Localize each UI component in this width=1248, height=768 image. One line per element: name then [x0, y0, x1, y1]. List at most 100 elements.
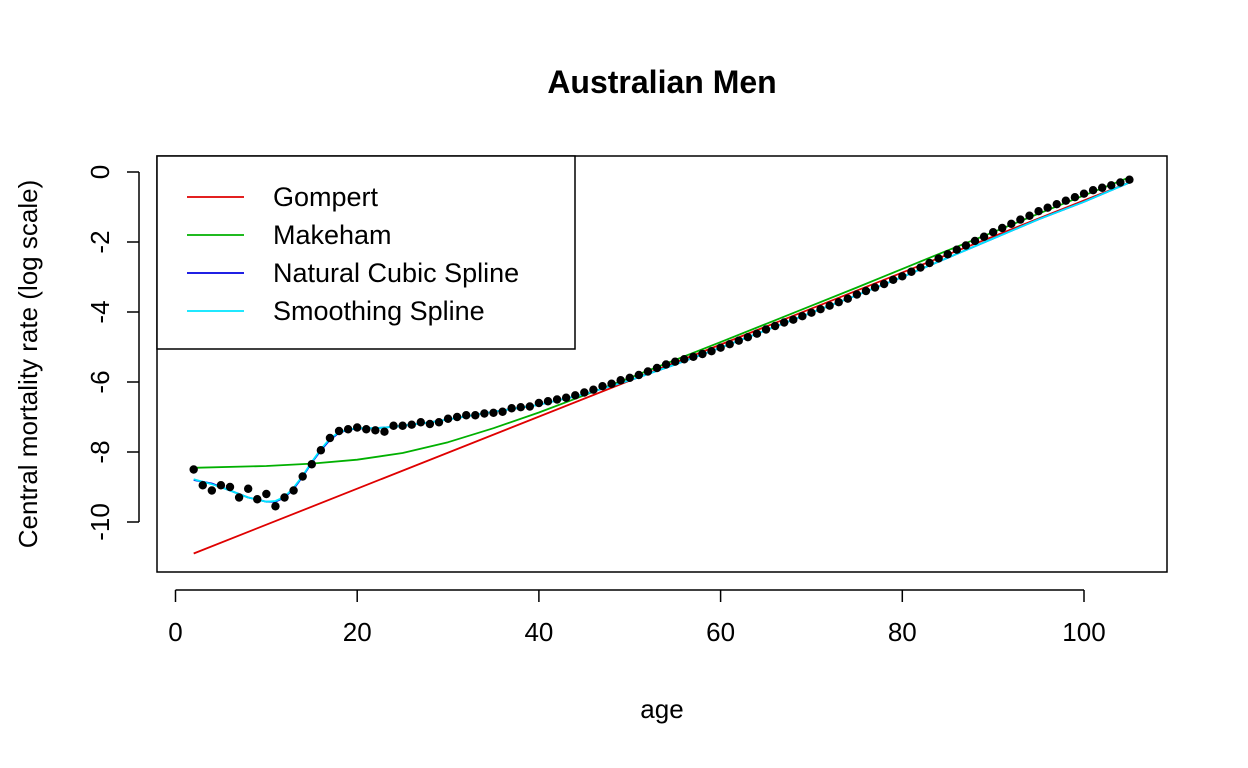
y-tick-label: -8 — [85, 440, 115, 463]
data-point — [734, 336, 743, 345]
observed-points — [189, 175, 1134, 511]
data-point — [879, 279, 889, 289]
data-point — [907, 267, 916, 276]
data-point — [198, 481, 207, 490]
data-point — [789, 315, 798, 324]
data-point — [353, 423, 362, 432]
data-point — [543, 397, 553, 406]
data-point — [207, 486, 217, 495]
data-point — [725, 340, 734, 349]
data-point — [1025, 211, 1034, 220]
legend-label: Gompert — [273, 182, 379, 212]
data-point — [362, 425, 371, 434]
data-point — [843, 294, 852, 303]
data-point — [216, 481, 226, 490]
y-tick-label: 0 — [85, 165, 115, 179]
data-point — [1016, 215, 1025, 224]
data-point — [680, 355, 689, 364]
data-point — [253, 495, 262, 504]
data-point — [1125, 175, 1134, 184]
data-point — [1043, 203, 1052, 212]
data-point — [934, 254, 943, 263]
data-point — [970, 236, 980, 246]
y-tick-label: -6 — [85, 370, 115, 393]
data-point — [698, 349, 707, 359]
legend: Gompert Makeham Natural Cubic Spline Smooth… — [156, 155, 576, 350]
data-point — [507, 404, 516, 413]
data-point — [761, 325, 771, 334]
data-point — [225, 482, 235, 492]
data-point — [743, 333, 753, 342]
y-tick-label: -10 — [85, 503, 115, 541]
y-tick-label: -4 — [85, 300, 115, 323]
data-point — [607, 379, 616, 388]
data-point — [589, 385, 598, 394]
data-point — [816, 305, 825, 314]
data-point — [652, 363, 662, 373]
y-tick-label: -2 — [85, 230, 115, 253]
data-point — [534, 398, 544, 408]
data-point — [707, 347, 716, 356]
data-point — [271, 502, 280, 511]
data-point — [1061, 196, 1071, 205]
data-point — [807, 308, 816, 317]
data-point — [480, 409, 489, 418]
data-point — [407, 420, 416, 429]
data-point — [425, 419, 435, 429]
data-point — [298, 472, 307, 481]
data-point — [643, 367, 653, 376]
data-point — [898, 272, 907, 281]
data-point — [280, 493, 289, 502]
data-point — [389, 421, 398, 430]
legend-label: Makeham — [273, 220, 392, 250]
data-point — [189, 465, 198, 474]
data-point — [234, 493, 244, 502]
data-point — [1052, 200, 1061, 209]
data-point — [1107, 181, 1116, 190]
data-point — [443, 414, 453, 423]
data-point — [925, 258, 934, 268]
data-point — [1034, 207, 1043, 216]
data-point — [580, 388, 589, 397]
legend-label: Smoothing Spline — [273, 296, 485, 326]
data-point — [416, 418, 425, 427]
data-point — [670, 357, 680, 366]
data-point — [380, 427, 389, 436]
y-axis-label: Central mortality rate (log scale) — [13, 180, 43, 548]
x-axis-label: age — [640, 694, 683, 724]
data-point — [634, 370, 644, 380]
data-point — [316, 446, 326, 455]
data-point — [779, 318, 789, 327]
data-point — [289, 486, 298, 495]
data-point — [961, 241, 971, 250]
data-point — [371, 426, 380, 435]
data-point — [916, 263, 925, 272]
legend-label: Natural Cubic Spline — [273, 258, 519, 288]
data-point — [798, 312, 807, 321]
x-tick-label: 0 — [168, 617, 182, 647]
x-tick-label: 40 — [524, 617, 553, 647]
data-point — [870, 283, 880, 292]
data-point — [571, 391, 580, 400]
data-point — [325, 433, 335, 443]
data-point — [988, 228, 998, 237]
data-point — [1079, 189, 1089, 198]
data-point — [716, 343, 725, 352]
x-tick-label: 100 — [1062, 617, 1105, 647]
data-point — [398, 421, 407, 430]
data-point — [561, 393, 571, 402]
data-point — [834, 298, 843, 307]
data-point — [689, 352, 698, 361]
axes: 0 20 40 60 80 100 0 -2 -4 -6 -8 -10 — [85, 165, 1106, 647]
data-point — [998, 223, 1007, 233]
data-point — [516, 403, 525, 412]
data-point — [307, 460, 316, 469]
data-point — [770, 321, 780, 331]
data-point — [861, 286, 871, 296]
data-point — [552, 395, 562, 404]
data-point — [825, 301, 834, 310]
data-point — [462, 411, 471, 420]
data-point — [489, 408, 498, 417]
x-tick-label: 80 — [888, 617, 917, 647]
